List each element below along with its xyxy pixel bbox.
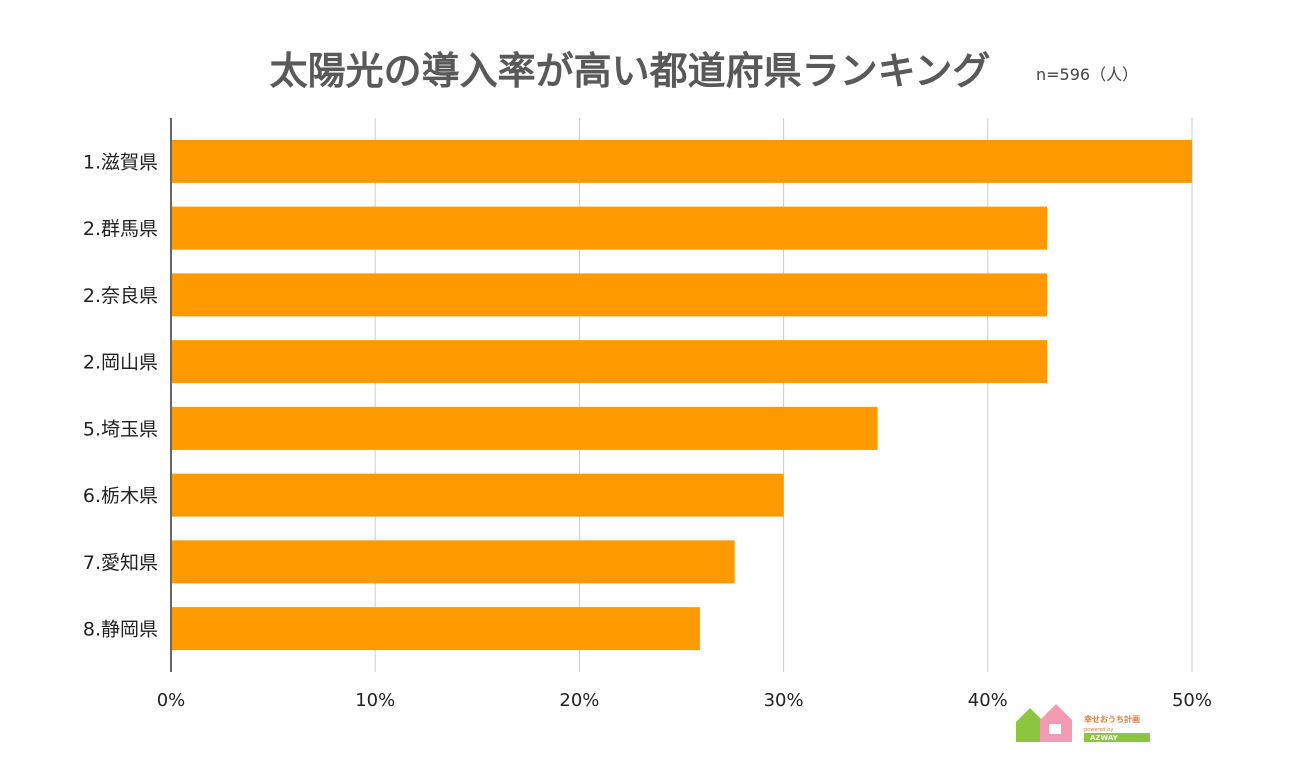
bar bbox=[172, 273, 1048, 317]
category-label: 2.奈良県 bbox=[83, 285, 158, 307]
bar bbox=[172, 540, 735, 584]
logo-house-green-icon bbox=[1016, 708, 1044, 742]
category-label: 5.埼玉県 bbox=[83, 418, 158, 440]
x-tick-labels: 0% 10% 20% 30% 40% 50% bbox=[157, 690, 1212, 711]
category-labels: 1.滋賀県 2.群馬県 2.奈良県 2.岡山県 5.埼玉県 6.栃木県 7.愛知県 8.静岡県 bbox=[83, 151, 158, 640]
x-tick-label: 10% bbox=[355, 690, 395, 711]
bar bbox=[172, 340, 1048, 384]
bar bbox=[172, 139, 1192, 183]
chart-title: 太陽光の導入率が高い都道府県ランキング bbox=[270, 49, 991, 93]
category-label: 8.静岡県 bbox=[83, 619, 158, 641]
brand-logo: 幸せおうち計画 powered by AZWAY bbox=[1016, 704, 1150, 742]
x-tick-label: 20% bbox=[559, 690, 599, 711]
category-label: 7.愛知県 bbox=[83, 552, 158, 574]
logo-name: 幸せおうち計画 bbox=[1084, 714, 1140, 724]
chart-subtitle: n=596（人） bbox=[1036, 65, 1138, 84]
logo-brand: AZWAY bbox=[1090, 734, 1119, 742]
category-label: 6.栃木県 bbox=[83, 485, 158, 507]
logo-house-pink-icon bbox=[1040, 704, 1072, 742]
category-label: 2.岡山県 bbox=[83, 352, 158, 374]
x-tick-label: 30% bbox=[764, 690, 804, 711]
x-tick-label: 40% bbox=[968, 690, 1008, 711]
bar bbox=[172, 607, 700, 651]
bar bbox=[172, 473, 784, 517]
logo-window-icon bbox=[1049, 724, 1061, 734]
gridlines bbox=[374, 118, 1193, 672]
bars bbox=[172, 139, 1192, 651]
logo-powered: powered by bbox=[1084, 727, 1113, 733]
x-tick-label: 50% bbox=[1172, 690, 1212, 711]
x-tick-label: 0% bbox=[157, 690, 186, 711]
category-label: 2.群馬県 bbox=[83, 218, 158, 240]
bar bbox=[172, 406, 878, 450]
bar bbox=[172, 206, 1048, 250]
logo-brand-bar bbox=[1084, 733, 1150, 742]
category-label: 1.滋賀県 bbox=[83, 151, 158, 173]
